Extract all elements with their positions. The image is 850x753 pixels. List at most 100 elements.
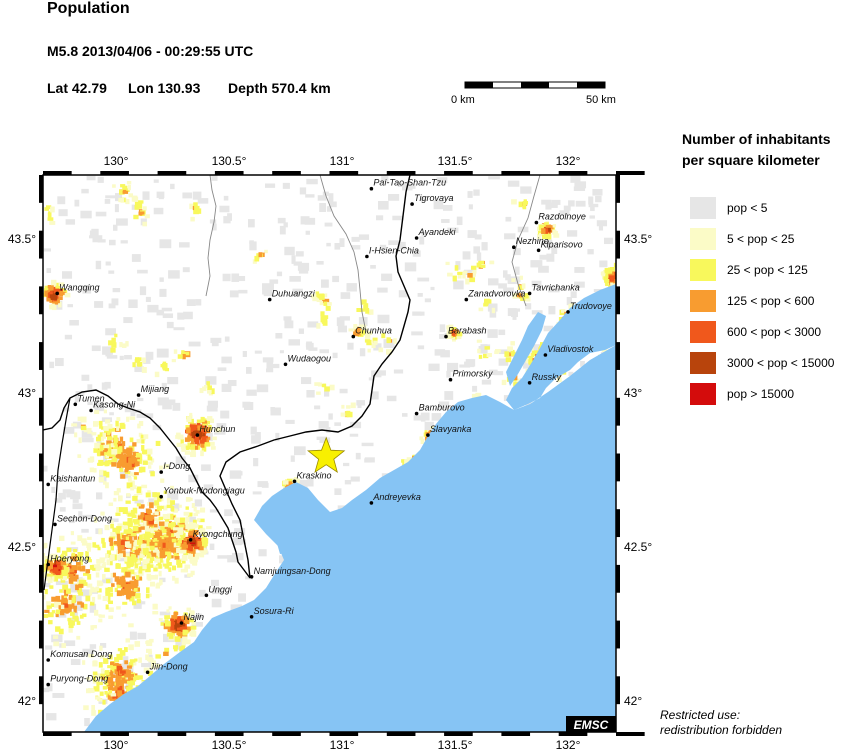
density-cell — [153, 567, 158, 572]
density-cell — [87, 401, 93, 406]
density-cell — [92, 625, 97, 629]
density-cell — [601, 348, 608, 352]
density-cell — [133, 542, 139, 547]
density-cell — [575, 200, 586, 207]
density-cell — [206, 526, 212, 530]
density-cell — [139, 566, 145, 571]
density-cell — [123, 669, 130, 674]
density-cell — [224, 509, 233, 517]
density-cell — [52, 693, 65, 698]
density-cell — [157, 537, 162, 541]
density-cell — [441, 219, 450, 223]
density-cell — [149, 533, 154, 538]
legend-swatch — [690, 259, 716, 281]
density-cell — [392, 215, 404, 221]
density-cell — [184, 437, 190, 442]
density-cell — [114, 532, 118, 538]
density-cell — [51, 279, 57, 286]
density-cell — [171, 538, 177, 544]
density-cell — [166, 609, 170, 613]
frame-tick — [214, 732, 244, 736]
density-cell — [93, 660, 97, 665]
density-cell — [43, 553, 46, 557]
density-cell — [48, 285, 54, 291]
density-cell — [173, 613, 178, 619]
density-cell — [436, 177, 448, 184]
density-cell — [92, 235, 103, 243]
density-cell — [119, 467, 124, 472]
density-cell — [154, 500, 160, 506]
density-cell — [176, 542, 181, 546]
density-cell — [574, 181, 587, 189]
star-icon[interactable] — [307, 436, 346, 474]
density-cell — [89, 644, 97, 649]
density-cell — [156, 309, 165, 316]
density-cell — [348, 328, 355, 332]
density-cell — [357, 404, 362, 409]
density-cell — [169, 545, 173, 550]
density-cell — [162, 531, 168, 536]
density-cell — [117, 655, 123, 660]
density-cell — [447, 227, 459, 233]
density-cell — [510, 341, 515, 346]
density-cell — [531, 280, 542, 287]
density-cell — [109, 239, 116, 246]
density-cell — [37, 548, 42, 552]
density-cell — [189, 203, 195, 210]
density-cell — [262, 285, 272, 295]
density-cell — [72, 499, 79, 503]
density-cell — [406, 457, 413, 464]
density-cell — [147, 456, 153, 461]
place-label: Hoeryong — [50, 554, 89, 564]
density-cell — [232, 552, 244, 561]
frame-tick — [501, 732, 531, 736]
density-cell — [60, 561, 67, 566]
density-cell — [168, 524, 174, 528]
density-cell — [321, 279, 329, 288]
density-cell — [476, 252, 482, 261]
density-cell — [110, 573, 114, 578]
density-cell — [417, 277, 430, 282]
density-cell — [120, 581, 125, 587]
density-cell — [122, 601, 128, 605]
place-dot — [136, 393, 141, 397]
density-cell — [573, 186, 586, 191]
density-cell — [359, 348, 366, 357]
density-cell — [172, 402, 181, 411]
place-label: Ayandeki — [418, 227, 457, 237]
density-cell — [66, 559, 72, 564]
density-cell — [295, 251, 304, 257]
density-cell — [108, 303, 116, 309]
density-cell — [157, 558, 163, 563]
density-cell — [95, 696, 101, 700]
density-cell — [63, 427, 75, 434]
density-cell — [94, 442, 100, 449]
density-cell — [123, 567, 128, 573]
density-cell — [130, 591, 136, 597]
density-cell — [76, 621, 81, 625]
density-cell — [264, 249, 268, 254]
density-cell — [43, 583, 51, 588]
frame-tick — [214, 171, 244, 175]
density-cell — [188, 530, 195, 536]
density-cell — [192, 191, 202, 200]
density-cell — [162, 313, 174, 319]
density-cell — [101, 676, 105, 681]
frame-tick — [329, 732, 359, 736]
density-cell — [183, 550, 188, 557]
density-cell — [93, 686, 100, 692]
density-cell — [92, 679, 99, 684]
density-cell — [358, 317, 368, 326]
density-cell — [48, 560, 53, 565]
density-cell — [162, 546, 168, 551]
density-cell — [355, 330, 360, 337]
density-cell — [180, 439, 184, 444]
place-label: Wangqing — [59, 282, 99, 292]
density-cell — [57, 565, 61, 570]
density-cell — [407, 184, 416, 189]
density-cell — [184, 520, 189, 525]
density-cell — [128, 473, 132, 477]
density-cell — [321, 298, 326, 303]
density-cell — [275, 333, 283, 339]
